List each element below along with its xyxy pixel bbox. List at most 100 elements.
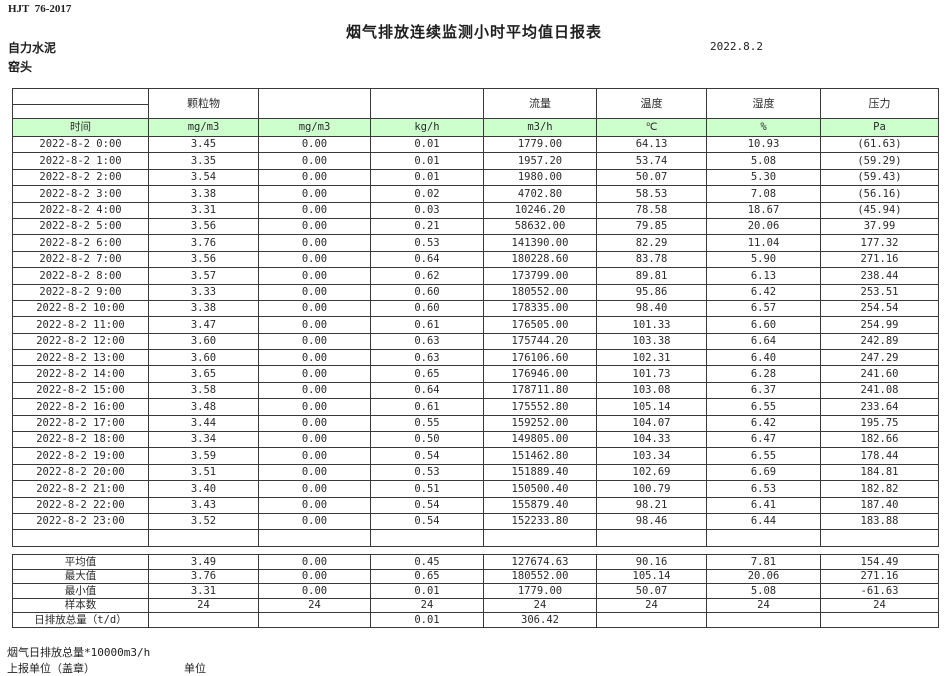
report-unit-label: 上报单位（盖章） <box>7 662 95 675</box>
value-cell: 0.54 <box>370 447 484 465</box>
value-cell: 0.00 <box>258 152 371 170</box>
value-cell: 0.00 <box>258 554 371 570</box>
value-cell: 152233.80 <box>483 512 597 531</box>
row-label-cell: 2022-8-2 16:00 <box>12 398 149 416</box>
value-cell: 0.00 <box>258 299 371 318</box>
value-cell: 159252.00 <box>483 414 597 433</box>
table-row: 2022-8-2 21:00 3.40 0.00 0.51 150500.40 100.7… <box>12 480 939 498</box>
value-cell: 176946.00 <box>483 365 597 383</box>
row-label-cell: 2022-8-2 5:00 <box>12 217 149 236</box>
row-label-cell: 2022-8-2 13:00 <box>12 349 149 367</box>
value-cell: 0.00 <box>258 414 371 433</box>
value-cell: 0.00 <box>258 496 371 514</box>
value-cell: 0.51 <box>370 480 484 498</box>
value-cell: 0.03 <box>370 201 484 219</box>
value-cell: 24 <box>148 597 259 614</box>
company-name: 自力水泥 <box>8 41 57 55</box>
value-cell: 98.21 <box>596 496 707 514</box>
value-cell: 1980.00 <box>483 168 597 187</box>
value-cell: 3.44 <box>148 414 259 433</box>
value-cell <box>820 529 939 547</box>
value-cell: 0.55 <box>370 414 484 433</box>
value-cell: 0.00 <box>258 398 371 416</box>
value-cell: 180552.00 <box>483 568 597 585</box>
unit-cell-mgm3-1: mg/m3 <box>148 118 259 137</box>
value-cell: 0.00 <box>258 431 371 449</box>
value-cell: 254.54 <box>820 299 939 318</box>
unit-cell-time: 时间 <box>12 118 149 137</box>
value-cell: 58.53 <box>596 185 707 203</box>
value-cell: 103.34 <box>596 447 707 465</box>
value-cell: 0.00 <box>258 234 371 252</box>
value-cell: 5.30 <box>706 168 821 187</box>
value-cell: 37.99 <box>820 217 939 236</box>
unit-header-row: 时间 mg/m3 mg/m3 kg/h m3/h ℃ % Pa <box>12 118 939 137</box>
value-cell: 7.08 <box>706 185 821 203</box>
value-cell: 0.61 <box>370 316 484 334</box>
value-cell: 0.54 <box>370 512 484 531</box>
value-cell: 11.04 <box>706 234 821 252</box>
value-cell: 0.53 <box>370 463 484 482</box>
value-cell: 176106.60 <box>483 349 597 367</box>
group-header-particulate: 颗粒物 <box>148 88 259 119</box>
table-row: 2022-8-2 3:00 3.38 0.00 0.02 4702.80 58.53 7.0… <box>12 185 939 203</box>
value-cell: 182.82 <box>820 480 939 498</box>
value-cell: 0.00 <box>258 201 371 219</box>
value-cell: 6.55 <box>706 447 821 465</box>
value-cell: 253.51 <box>820 283 939 301</box>
value-cell: 3.54 <box>148 168 259 187</box>
row-label-cell: 2022-8-2 15:00 <box>12 381 149 400</box>
value-cell: 53.74 <box>596 152 707 170</box>
table-row: 最小值 3.31 0.00 0.01 1779.00 50.07 5.08 -61.63 <box>12 583 939 599</box>
table-row: 2022-8-2 7:00 3.56 0.00 0.64 180228.60 83.78 5… <box>12 250 939 269</box>
value-cell <box>596 529 707 547</box>
value-cell: 50.07 <box>596 583 707 599</box>
table-row: 2022-8-2 19:00 3.59 0.00 0.54 151462.80 103.3… <box>12 447 939 465</box>
value-cell: 233.64 <box>820 398 939 416</box>
value-cell <box>706 529 821 547</box>
table-row: 2022-8-2 12:00 3.60 0.00 0.63 175744.20 103.3… <box>12 332 939 351</box>
value-cell: 5.90 <box>706 250 821 269</box>
value-cell: 242.89 <box>820 332 939 351</box>
value-cell: 0.00 <box>258 217 371 236</box>
value-cell: 0.00 <box>258 135 371 154</box>
value-cell: 271.16 <box>820 568 939 585</box>
header-cell-empty-top <box>12 88 149 105</box>
value-cell: 6.40 <box>706 349 821 367</box>
value-cell <box>596 612 707 628</box>
value-cell: 3.59 <box>148 447 259 465</box>
value-cell: 0.53 <box>370 234 484 252</box>
value-cell: 3.38 <box>148 299 259 318</box>
value-cell: 151462.80 <box>483 447 597 465</box>
value-cell: 149805.00 <box>483 431 597 449</box>
table-row: 2022-8-2 0:00 3.45 0.00 0.01 1779.00 64.13 10.… <box>12 135 939 154</box>
value-cell: 102.69 <box>596 463 707 482</box>
unit-cell-pa: Pa <box>820 118 939 137</box>
table-row: 2022-8-2 22:00 3.43 0.00 0.54 155879.40 98.21… <box>12 496 939 514</box>
value-cell: 105.14 <box>596 568 707 585</box>
value-cell: 176505.00 <box>483 316 597 334</box>
value-cell: 0.00 <box>258 316 371 334</box>
row-label-cell: 2022-8-2 11:00 <box>12 316 149 334</box>
value-cell: 0.00 <box>258 365 371 383</box>
value-cell: 195.75 <box>820 414 939 433</box>
doc-code: HJT 76-2017 <box>8 3 72 15</box>
value-cell: 0.01 <box>370 168 484 187</box>
unit-label: 单位 <box>184 662 206 675</box>
value-cell: 6.53 <box>706 480 821 498</box>
table-row: 2022-8-2 13:00 3.60 0.00 0.63 176106.60 102.3… <box>12 349 939 367</box>
value-cell <box>706 612 821 628</box>
value-cell: 1779.00 <box>483 135 597 154</box>
value-cell: 4702.80 <box>483 185 597 203</box>
group-header-humidity: 湿度 <box>706 88 821 119</box>
value-cell: 79.85 <box>596 217 707 236</box>
value-cell: 3.60 <box>148 332 259 351</box>
table-row: 2022-8-2 6:00 3.76 0.00 0.53 141390.00 82.29 1… <box>12 234 939 252</box>
value-cell: 0.01 <box>370 612 484 628</box>
table-row: 2022-8-2 1:00 3.35 0.00 0.01 1957.20 53.74 5.0… <box>12 152 939 170</box>
value-cell: 5.08 <box>706 152 821 170</box>
table-row: 2022-8-2 5:00 3.56 0.00 0.21 58632.00 79.85 20… <box>12 217 939 236</box>
row-label-cell <box>12 529 149 547</box>
value-cell: 183.88 <box>820 512 939 531</box>
